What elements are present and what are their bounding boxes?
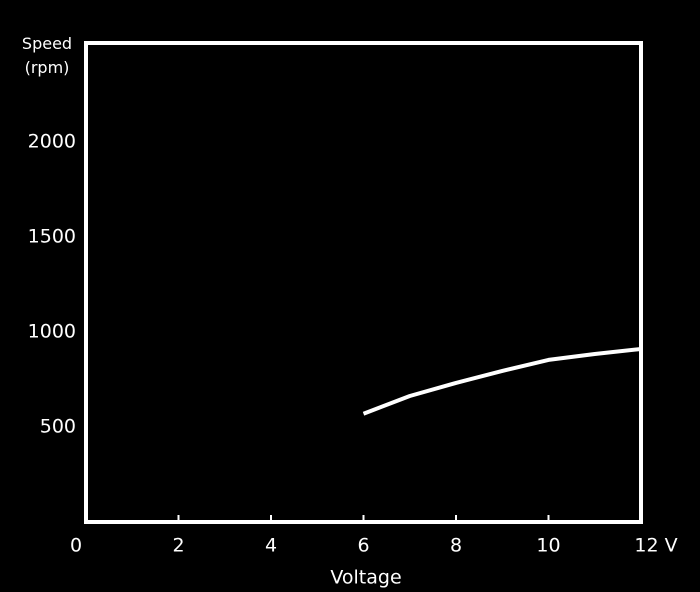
x-tick-label: 10 (536, 535, 560, 557)
x-tick-label: 6 (357, 535, 369, 557)
data-line (362, 347, 642, 416)
y-tick-label: 1000 (28, 320, 76, 342)
x-tick-label: 12 V (634, 535, 677, 557)
x-tick-label: 8 (450, 535, 462, 557)
y-tick-label: 1500 (28, 225, 76, 247)
x-tick-label: 2 (172, 535, 184, 557)
y-tick-label: 2000 (28, 130, 76, 152)
plot-frame (84, 41, 643, 524)
y-tick-label: 500 (40, 415, 76, 437)
x-axis-title: Voltage (330, 567, 401, 589)
x-tick-label: 4 (265, 535, 277, 557)
y-axis-title: Speed (rpm) (21, 34, 73, 77)
x-tick-label: 0 (70, 535, 82, 557)
